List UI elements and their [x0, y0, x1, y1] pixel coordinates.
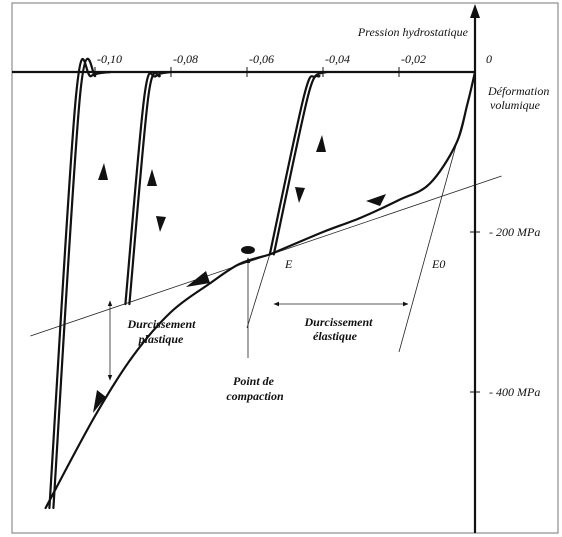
arrow-loading-2 [186, 271, 210, 287]
x-tick-label: -0,06 [249, 52, 274, 66]
label-elastic-hardening: Durcissement élastique [303, 315, 375, 343]
unloading-curve-1 [268, 70, 328, 256]
x-tick-group: -0,10 -0,08 -0,06 -0,04 -0,02 0 [94, 52, 492, 77]
arrow-loading-3 [93, 390, 106, 413]
arrow-unload-1 [98, 163, 108, 180]
unloading-curve-1-reload [272, 74, 321, 256]
x-tick-label: -0,10 [97, 52, 122, 66]
x-tick-label: -0,08 [173, 52, 198, 66]
arrow-unload-2 [147, 169, 157, 186]
chart-frame [11, 2, 559, 534]
y-axis-arrowhead [470, 4, 480, 18]
loading-curve [44, 70, 477, 510]
plastic-hardening-line-1: Durcissement [126, 317, 196, 331]
x-axis-title: Déformation volumique [487, 84, 552, 112]
x-tick-label: 0 [486, 52, 492, 66]
arrow-unload-3 [316, 135, 326, 152]
compaction-point [241, 246, 255, 254]
x-axis-title-line-2: volumique [490, 98, 541, 112]
elastic-hardening-line-2: élastique [313, 329, 358, 343]
label-compaction-point: Point de compaction [226, 374, 284, 403]
arrow-reload-2 [156, 216, 166, 232]
y-tick-group: - 200 MPa - 400 MPa [470, 225, 540, 399]
elastic-hardening-line-1: Durcissement [303, 315, 373, 329]
compaction-point-line-1: Point de [233, 374, 275, 388]
y-axis-title: Pression hydrostatique [357, 25, 469, 39]
unloading-curve-2-reload [128, 71, 161, 306]
compaction-point-line-2: compaction [226, 389, 284, 403]
reference-lines [30, 103, 502, 353]
unloading-curve-3-reload [52, 57, 97, 510]
x-axis-title-line-1: Déformation [487, 84, 549, 98]
label-E: E [284, 257, 293, 271]
y-tick-label: - 200 MPa [489, 225, 540, 239]
arrow-reload-3 [295, 187, 305, 203]
unloading-curve-2 [124, 70, 173, 306]
curve-group [44, 57, 477, 510]
x-tick-label: -0,02 [401, 52, 426, 66]
label-plastic-hardening: Durcissement plastique [126, 317, 198, 346]
label-E0: E0 [431, 257, 445, 271]
arrow-loading-1 [366, 194, 386, 206]
x-tick-label: -0,04 [325, 52, 350, 66]
plastic-hardening-line-2: plastique [138, 332, 184, 346]
y-tick-label: - 400 MPa [489, 385, 540, 399]
modulus-E-line [246, 254, 271, 329]
